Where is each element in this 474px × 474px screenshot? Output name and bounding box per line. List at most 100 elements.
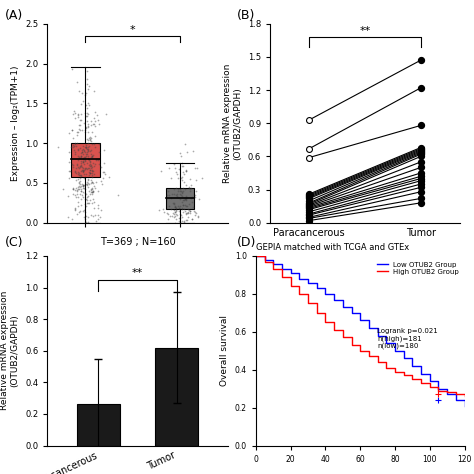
Point — [78, 180, 86, 188]
Point — [77, 167, 84, 174]
Point — [157, 167, 165, 175]
Point — [176, 214, 183, 222]
Text: (D): (D) — [237, 237, 256, 249]
Point — [82, 181, 90, 188]
Point — [74, 198, 82, 206]
Point — [169, 200, 177, 207]
Point — [83, 196, 91, 203]
Point — [79, 167, 87, 175]
Point — [70, 164, 77, 171]
Point — [172, 212, 179, 219]
Point — [176, 196, 184, 203]
Point — [186, 208, 193, 215]
Point — [74, 145, 82, 153]
Point — [74, 156, 82, 164]
Point — [75, 171, 83, 178]
Point — [86, 147, 93, 155]
Point — [171, 208, 178, 216]
Point — [69, 141, 77, 149]
Legend: Low OTUB2 Group, High OTUB2 Group: Low OTUB2 Group, High OTUB2 Group — [375, 259, 461, 277]
Point — [83, 150, 91, 157]
Point — [173, 211, 181, 219]
Point — [88, 178, 96, 186]
Point — [78, 157, 85, 164]
Point — [86, 136, 93, 143]
Point — [76, 190, 84, 198]
Point — [76, 127, 83, 134]
Point — [185, 201, 193, 208]
Point — [182, 182, 190, 189]
Point — [193, 164, 201, 172]
Point — [89, 128, 96, 136]
Point — [76, 121, 83, 128]
Point — [180, 219, 188, 226]
Point — [73, 128, 81, 136]
Point — [83, 159, 91, 167]
Point — [83, 80, 91, 87]
Point — [177, 211, 184, 219]
Point — [417, 180, 425, 188]
Point — [417, 175, 425, 182]
Point — [91, 204, 98, 211]
Point — [86, 162, 93, 169]
Point — [82, 125, 90, 132]
Point — [81, 216, 89, 223]
Point — [76, 162, 83, 170]
Point — [92, 156, 100, 164]
Point — [179, 187, 186, 194]
Point — [182, 195, 190, 202]
Point — [180, 196, 187, 203]
Y-axis label: Expression – log₂(TPM+1): Expression – log₂(TPM+1) — [11, 65, 20, 181]
Point — [81, 189, 89, 197]
Point — [192, 176, 200, 183]
Point — [174, 187, 182, 195]
Point — [417, 146, 425, 154]
Point — [83, 146, 91, 153]
X-axis label: T=369 ; N=160: T=369 ; N=160 — [100, 237, 175, 247]
Point — [79, 146, 87, 153]
Point — [71, 168, 79, 175]
Point — [94, 215, 102, 222]
Point — [95, 116, 102, 124]
Point — [172, 202, 179, 210]
Text: (B): (B) — [237, 9, 255, 22]
Point — [185, 183, 193, 191]
Point — [73, 140, 81, 147]
Point — [87, 176, 95, 184]
Point — [89, 166, 96, 174]
Point — [417, 183, 425, 191]
Point — [78, 201, 85, 209]
Point — [72, 169, 79, 176]
Point — [76, 183, 84, 191]
Point — [75, 179, 83, 187]
Point — [69, 135, 77, 142]
Point — [164, 210, 172, 218]
Point — [82, 101, 90, 109]
Point — [73, 161, 81, 168]
Point — [74, 146, 82, 154]
Text: **: ** — [359, 26, 371, 36]
Point — [87, 150, 95, 158]
Point — [85, 101, 92, 109]
Point — [94, 187, 101, 195]
Point — [95, 161, 102, 168]
Point — [172, 205, 180, 212]
Point — [417, 199, 425, 207]
Point — [305, 210, 313, 218]
Point — [84, 164, 91, 172]
Point — [87, 137, 95, 145]
Point — [172, 210, 179, 218]
Point — [76, 154, 84, 161]
Point — [75, 125, 83, 133]
Point — [73, 176, 80, 183]
Point — [86, 136, 93, 144]
Point — [82, 112, 90, 120]
Point — [78, 191, 85, 199]
Point — [76, 174, 83, 182]
Point — [65, 148, 73, 155]
Point — [172, 203, 179, 211]
Point — [83, 165, 91, 173]
Point — [305, 203, 313, 211]
Point — [78, 188, 85, 195]
Point — [81, 174, 88, 182]
